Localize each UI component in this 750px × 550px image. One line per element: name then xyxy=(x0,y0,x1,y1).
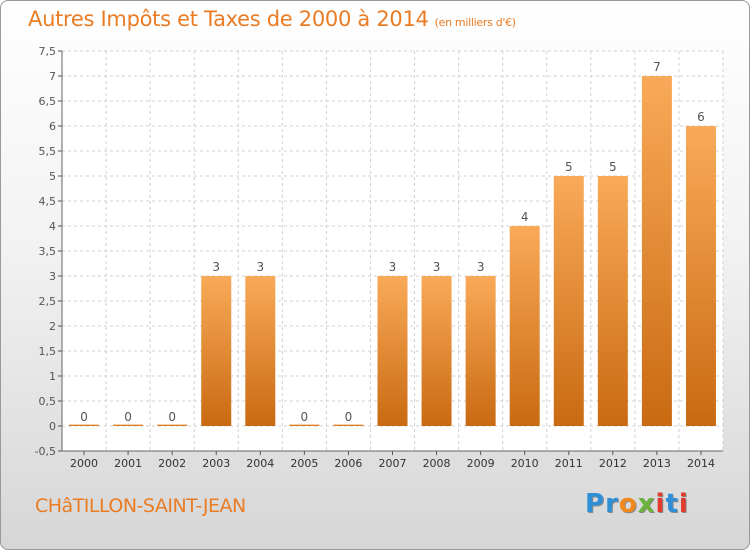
chart-title: Autres Impôts et Taxes de 2000 à 2014 (en… xyxy=(28,7,516,31)
logo-letter: i xyxy=(678,489,689,519)
x-tick-label-2010: 2010 xyxy=(511,457,539,470)
data-label-2003: 3 xyxy=(212,260,220,274)
y-tick-label: 3,5 xyxy=(39,245,57,258)
logo-letter: i xyxy=(655,489,666,519)
x-tick-label-2000: 2000 xyxy=(70,457,98,470)
x-tick-label-2008: 2008 xyxy=(423,457,451,470)
y-tick-label: 0,5 xyxy=(39,395,57,408)
bar-2010 xyxy=(509,226,540,426)
x-tick-label-2006: 2006 xyxy=(334,457,362,470)
x-tick-label-2012: 2012 xyxy=(599,457,627,470)
data-label-2000: 0 xyxy=(80,410,88,424)
x-tick-label-2009: 2009 xyxy=(467,457,495,470)
x-tick-label-2005: 2005 xyxy=(290,457,318,470)
labels: 0 0 0 3 3 0 0 3 3 3 4 5 5 7 6 xyxy=(80,60,705,424)
logo-letter: o xyxy=(618,489,638,519)
bar-2007 xyxy=(377,276,408,426)
x-tick-label-2002: 2002 xyxy=(158,457,186,470)
commune-name: CHâTILLON-SAINT-JEAN xyxy=(35,495,246,517)
bar-2001 xyxy=(113,424,144,426)
x-tick-label-2011: 2011 xyxy=(555,457,583,470)
y-tick-label: 2 xyxy=(49,320,56,333)
y-tick-label: 4 xyxy=(49,220,56,233)
x-tick-label-2004: 2004 xyxy=(246,457,274,470)
data-label-2004: 3 xyxy=(256,260,264,274)
bar-2002 xyxy=(157,424,188,426)
logo-letter: t xyxy=(665,489,679,519)
data-label-2014: 6 xyxy=(697,110,705,124)
bar-2013 xyxy=(641,76,672,426)
proxiti-logo: Proxiti xyxy=(585,489,689,519)
y-tick-label: 1 xyxy=(49,370,56,383)
bar-2006 xyxy=(333,424,364,426)
data-label-2009: 3 xyxy=(477,260,485,274)
bar-2000 xyxy=(69,424,100,426)
x-tick-label-2013: 2013 xyxy=(643,457,671,470)
logo-letter: P xyxy=(585,489,606,519)
y-tick-label: 7,5 xyxy=(39,45,57,58)
y-tick-label: 5 xyxy=(49,170,56,183)
y-tick-label: 3 xyxy=(49,270,56,283)
bar-2009 xyxy=(465,276,496,426)
axes: -0,5 0 0,5 1 1,5 2 2,5 3 3,5 4 4,5 5 5,5 6 6,5 7 7,5 2000… xyxy=(35,45,723,470)
y-tick-label: 5,5 xyxy=(39,145,57,158)
data-label-2008: 3 xyxy=(433,260,441,274)
title-text: Autres Impôts et Taxes de 2000 à 2014 xyxy=(28,7,429,31)
data-label-2001: 0 xyxy=(124,410,132,424)
title-unit: (en milliers d'€) xyxy=(434,16,516,29)
bars xyxy=(69,76,716,426)
data-label-2006: 0 xyxy=(345,410,353,424)
data-label-2002: 0 xyxy=(168,410,176,424)
bar-2003 xyxy=(201,276,232,426)
bar-2012 xyxy=(597,176,628,426)
y-tick-label: -0,5 xyxy=(35,445,56,458)
bar-2011 xyxy=(553,176,584,426)
bar-2014 xyxy=(685,126,716,426)
x-tick-label-2014: 2014 xyxy=(687,457,715,470)
y-tick-label: 0 xyxy=(49,420,56,433)
bar-2008 xyxy=(421,276,452,426)
x-tick-label-2007: 2007 xyxy=(379,457,407,470)
y-tick-label: 2,5 xyxy=(39,295,57,308)
data-label-2007: 3 xyxy=(389,260,397,274)
bar-2004 xyxy=(245,276,276,426)
logo-letter: r xyxy=(605,489,619,519)
data-label-2013: 7 xyxy=(653,60,661,74)
y-tick-label: 6,5 xyxy=(39,95,57,108)
data-label-2012: 5 xyxy=(609,160,617,174)
bar-2005 xyxy=(289,424,320,426)
x-tick-label-2003: 2003 xyxy=(202,457,230,470)
y-tick-label: 4,5 xyxy=(39,195,57,208)
data-label-2010: 4 xyxy=(521,210,529,224)
logo-letter: x xyxy=(637,489,656,519)
x-tick-label-2001: 2001 xyxy=(114,457,142,470)
y-tick-label: 6 xyxy=(49,120,56,133)
y-tick-label: 1,5 xyxy=(39,345,57,358)
data-label-2005: 0 xyxy=(301,410,309,424)
data-label-2011: 5 xyxy=(565,160,573,174)
y-tick-label: 7 xyxy=(49,70,56,83)
